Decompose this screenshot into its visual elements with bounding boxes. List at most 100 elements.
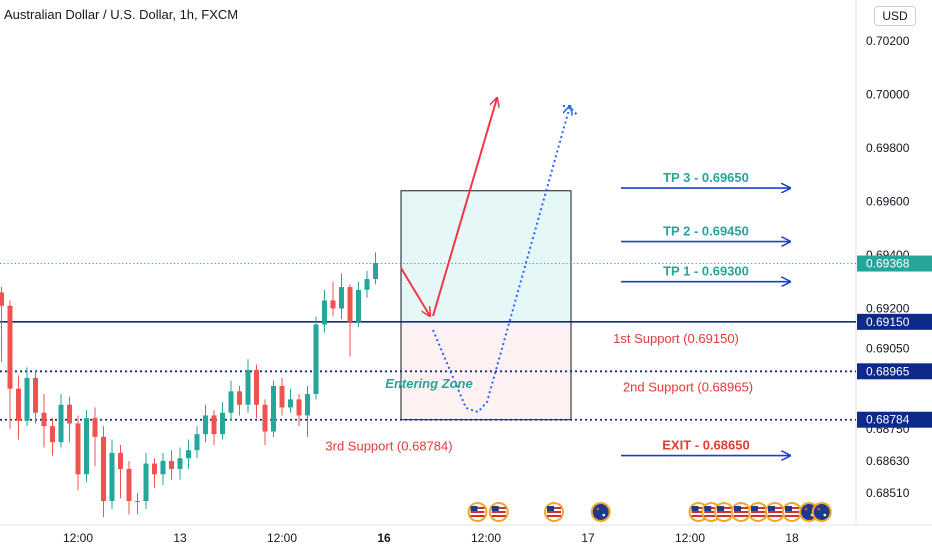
candle — [322, 289, 327, 333]
candle-body — [169, 460, 174, 469]
third-support-label: 3rd Support (0.68784) — [325, 439, 452, 454]
alt-projection-path — [432, 106, 570, 414]
flag-canton — [470, 506, 478, 511]
au-event-flag-icon[interactable] — [590, 502, 611, 522]
candle — [118, 444, 123, 499]
candle-body — [84, 418, 89, 475]
candle-body — [50, 426, 55, 443]
flag-star — [602, 513, 606, 517]
candle-body — [211, 415, 217, 435]
price-tick-label: 0.69200 — [866, 301, 910, 315]
candle — [92, 407, 98, 467]
candle-body — [41, 412, 47, 427]
candle-body — [288, 399, 293, 408]
candle — [177, 447, 183, 480]
us-event-flag-icon[interactable] — [467, 502, 488, 522]
projection-arrow-up — [432, 98, 497, 317]
candle — [126, 460, 132, 515]
first-support-line-tag-label: 0.69150 — [866, 315, 910, 329]
flag-canton — [704, 506, 712, 511]
us-event-flag-icon[interactable] — [748, 502, 768, 522]
price-tick-label: 0.68630 — [866, 454, 910, 468]
candle — [356, 281, 361, 328]
candle-body — [322, 300, 327, 325]
flag-stripe — [768, 515, 782, 517]
candle-body — [135, 501, 140, 503]
candle-body — [305, 394, 310, 416]
candle-body — [177, 458, 183, 469]
price-tick-label: 0.69600 — [866, 194, 910, 208]
third-support-line-tag — [857, 411, 932, 428]
profit-zone — [401, 190, 571, 322]
candle-body — [373, 262, 378, 280]
candle — [364, 271, 370, 298]
us-event-flag-icon[interactable] — [714, 502, 734, 522]
us-event-flag-icon[interactable] — [488, 502, 509, 522]
candle-body — [271, 386, 276, 432]
last-price-line-tag — [857, 255, 932, 272]
candle — [203, 404, 208, 443]
flag-star — [596, 507, 600, 511]
last-price-line-tag-label: 0.69368 — [866, 257, 910, 271]
candle — [7, 300, 13, 429]
flag-field — [813, 504, 830, 520]
candle-body — [220, 412, 225, 435]
candle — [194, 426, 200, 459]
flag-stripe — [691, 515, 706, 517]
us-event-flag-icon[interactable] — [765, 502, 785, 522]
candle-body — [143, 463, 149, 502]
candle-body — [0, 292, 4, 306]
price-tick-label: 0.69050 — [866, 342, 910, 356]
time-tick-label: 12:00 — [471, 531, 501, 545]
entering-zone-label: Entering Zone — [385, 376, 472, 391]
tp3-label: TP 3 - 0.69650 — [663, 170, 749, 185]
candle — [84, 410, 89, 483]
price-tick-label: 0.69800 — [866, 141, 910, 155]
currency-button[interactable]: USD — [874, 6, 916, 26]
flag-stripe — [751, 515, 765, 517]
candle — [169, 450, 174, 480]
second-support-label: 2nd Support (0.68965) — [623, 379, 753, 394]
flag-canton — [768, 506, 775, 511]
flag-stripe — [470, 515, 485, 517]
candle — [254, 364, 259, 419]
candle — [288, 388, 293, 413]
flag-stripe — [734, 515, 748, 517]
candle-body — [262, 404, 268, 432]
flag-canton — [717, 506, 724, 511]
candle-body — [313, 324, 319, 395]
flag-stripe — [547, 511, 561, 513]
au-event-flag-icon[interactable] — [811, 502, 832, 522]
flag-stripe — [491, 511, 506, 513]
candle — [101, 426, 106, 518]
candle-body — [7, 305, 13, 389]
candle — [24, 367, 30, 427]
candle — [347, 284, 353, 357]
candle — [186, 439, 191, 469]
tp2-label: TP 2 - 0.69450 — [663, 224, 749, 239]
candle — [33, 369, 38, 424]
projection-arrow-down — [400, 267, 430, 316]
flag-field — [592, 504, 609, 520]
flag-stripe — [704, 515, 719, 517]
candle — [0, 287, 4, 362]
flag-canton — [491, 506, 499, 511]
candle-body — [203, 415, 208, 435]
candle-body — [118, 452, 123, 469]
candle — [271, 380, 276, 437]
candle-body — [75, 423, 81, 475]
candle — [245, 359, 251, 413]
us-event-flag-icon[interactable] — [544, 502, 564, 522]
flag-star — [823, 513, 827, 517]
first-support-label: 1st Support (0.69150) — [613, 331, 739, 346]
us-event-flag-icon[interactable] — [731, 502, 751, 522]
us-event-flag-icon[interactable] — [782, 502, 802, 522]
candle-body — [101, 436, 106, 502]
candle — [305, 386, 310, 437]
candle-body — [228, 391, 234, 413]
time-tick-label: 12:00 — [675, 531, 705, 545]
time-tick-label: 12:00 — [267, 531, 297, 545]
candle-body — [356, 289, 361, 322]
candle-body — [330, 300, 336, 309]
